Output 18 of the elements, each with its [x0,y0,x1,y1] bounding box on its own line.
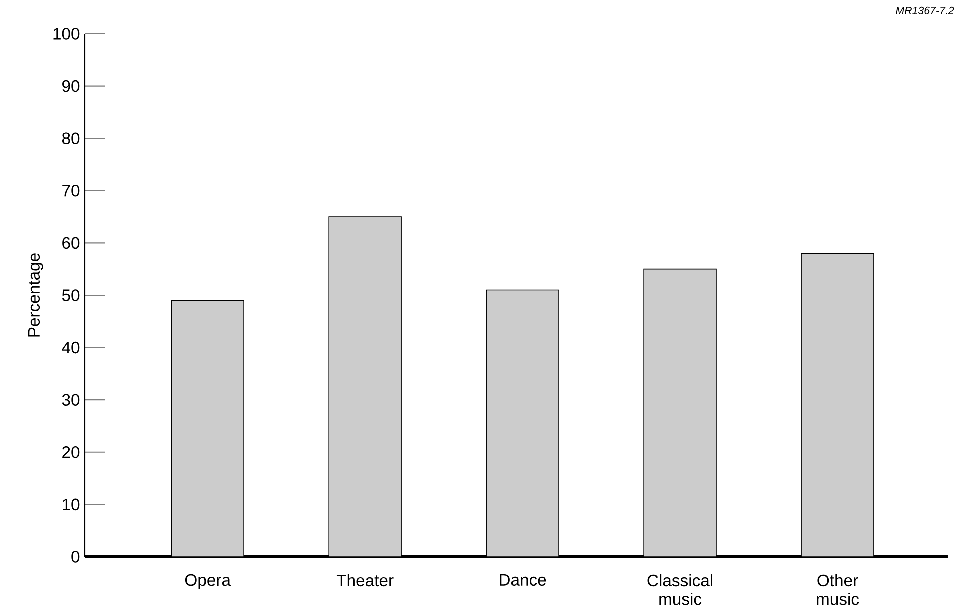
y-tick-label: 70 [62,185,80,197]
y-tick-label: 90 [62,80,80,92]
y-tick-label: 60 [62,237,80,250]
y-tick-label: 30 [62,394,80,406]
y-axis-title: Percentage [28,254,44,337]
y-tick-label: 0 [72,551,80,563]
x-tick-label: Theater [336,574,394,587]
y-tick-label: 20 [62,446,80,458]
y-tick-label: 50 [62,290,80,302]
y-tick-label: 10 [63,498,80,511]
y-tick-label: 40 [62,342,80,354]
y-tick-label: 100 [54,28,80,40]
x-tick-label: Other music [817,574,860,606]
x-tick-label: Dance [500,574,546,586]
y-tick-label: 80 [62,132,80,144]
x-tick-label: Opera [185,574,231,590]
x-tick-label: Classical music [648,574,712,606]
text: MR1367-7.2 [896,6,954,14]
